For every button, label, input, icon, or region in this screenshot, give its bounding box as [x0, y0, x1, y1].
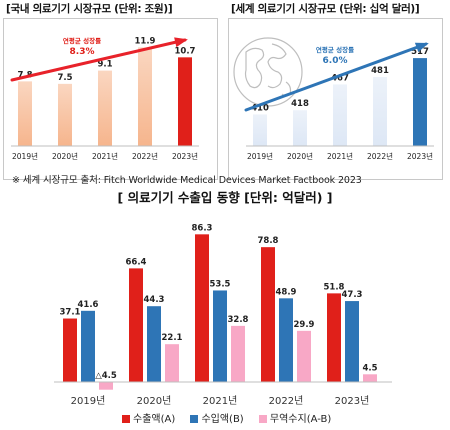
glb-value-label: 467: [331, 73, 349, 83]
glb-tick-label: 2022년: [367, 151, 393, 161]
trade-value-label: 44.3: [144, 295, 165, 305]
trade-bar: [261, 247, 275, 382]
trade-value-label: 41.6: [78, 300, 99, 310]
trade-value-label: △4.5: [95, 371, 117, 381]
legend-item-imports: 수입액(B): [190, 410, 244, 425]
trade-bar: [63, 318, 77, 382]
glb-annotation-label: 연평균 성장률: [316, 45, 354, 54]
glb-value-label: 481: [371, 66, 389, 76]
trade-value-label: 47.3: [342, 290, 363, 300]
trade-value-label: 78.8: [258, 236, 279, 246]
glb-bar: [293, 110, 307, 146]
trade-bar: [297, 330, 311, 382]
trade-bar: [213, 290, 227, 382]
trade-chart-legend: 수출액(A) 수입액(B) 무역수지(A-B): [122, 410, 343, 425]
trade-value-label: 66.4: [126, 257, 147, 267]
glb-bar: [373, 77, 387, 146]
trade-bar: [327, 293, 341, 382]
legend-item-balance: 무역수지(A-B): [258, 410, 332, 425]
dom-tick-label: 2020년: [52, 151, 78, 161]
domestic-chart-title: [국내 의료기기 시장규모 (단위: 조원)]: [6, 3, 173, 15]
global-chart-title: [세계 의료기기 시장규모 (단위: 십억 달러)]: [231, 3, 420, 15]
trade-value-label: 32.8: [228, 315, 249, 325]
dom-bar: [138, 47, 152, 146]
trade-bar: [195, 234, 209, 382]
glb-value-label: 418: [291, 99, 309, 109]
trade-value-label: 4.5: [362, 363, 377, 373]
legend-label-exports: 수출액(A): [133, 414, 176, 425]
glb-bar: [333, 84, 347, 146]
dom-bar: [178, 57, 192, 146]
legend-label-balance: 무역수지(A-B): [269, 414, 332, 425]
dom-tick-label: 2022년: [132, 151, 158, 161]
trade-bar: [165, 344, 179, 382]
globe-icon: [233, 37, 303, 107]
dom-tick-label: 2021년: [92, 151, 118, 161]
trade-bar: [363, 374, 377, 382]
dom-annotation-label: 연평균 성장률: [63, 36, 101, 45]
legend-swatch-imports: [190, 415, 199, 423]
trade-bar: [345, 301, 359, 382]
trade-tick-label: 2021년: [203, 395, 238, 407]
dom-tick-label: 2023년: [172, 151, 198, 161]
trade-bar: [279, 298, 293, 382]
dom-bar: [98, 70, 112, 146]
trade-tick-label: 2019년: [71, 395, 106, 407]
domestic-market-chart: 7.8 2019년 7.5 2020년 9.1 2021년 11.9 2022년 10.7 202…: [10, 36, 199, 161]
glb-tick-label: 2023년: [407, 151, 433, 161]
trade-value-label: 22.1: [162, 333, 183, 343]
trade-value-label: 53.5: [210, 279, 231, 289]
glb-growth-arrow: [244, 42, 428, 112]
legend-swatch-exports: [122, 415, 130, 423]
source-note: ※ 세계 시장규모 출처: Fitch Worldwide Medical De…: [12, 175, 362, 186]
glb-tick-label: 2021년: [327, 151, 353, 161]
dom-bar: [58, 83, 72, 146]
trade-tick-label: 2023년: [335, 395, 370, 407]
glb-arrow-head: [414, 42, 429, 53]
glb-bar: [413, 58, 427, 146]
dom-value-label: 10.7: [175, 46, 196, 56]
dom-arrow-head: [174, 37, 188, 48]
legend-label-imports: 수입액(B): [201, 414, 244, 425]
glb-annotation-value: 6.0%: [323, 56, 348, 66]
legend-item-exports: 수출액(A): [122, 410, 175, 425]
glb-bar: [253, 114, 267, 146]
dom-value-label: 11.9: [135, 36, 156, 46]
glb-tick-label: 2019년: [247, 151, 273, 161]
trade-chart-title: [ 의료기기 수출입 동향 [단위: 억달러) ]: [117, 190, 333, 205]
trade-bar: [147, 306, 161, 382]
dom-tick-label: 2019년: [12, 151, 38, 161]
trade-bar: [99, 382, 113, 390]
glb-value-label: 410: [251, 103, 269, 113]
dom-value-label: 7.5: [57, 73, 72, 83]
dom-annotation-value: 8.3%: [70, 47, 95, 57]
global-market-chart: 410 2019년 418 2020년 467 2021년 481 2022년 517 2023년…: [244, 42, 434, 161]
trade-value-label: 37.1: [60, 308, 81, 318]
trade-trend-chart: 37.141.6 △4.5 2019년 66.4 44.3 22.1 2020년 86.3 53…: [54, 223, 392, 407]
dom-bar: [18, 81, 32, 146]
trade-value-label: 51.8: [324, 282, 345, 292]
legend-swatch-balance: [258, 415, 267, 423]
trade-bar: [231, 325, 245, 382]
trade-value-label: 29.9: [294, 320, 315, 330]
dom-value-label: 9.1: [97, 60, 112, 70]
trade-tick-label: 2020년: [137, 395, 172, 407]
glb-value-label: 517: [411, 47, 429, 57]
trade-value-label: 48.9: [276, 287, 297, 297]
trade-tick-label: 2022년: [269, 395, 304, 407]
dom-growth-arrow: [10, 38, 187, 82]
trade-value-label: 86.3: [192, 223, 213, 233]
trade-bar: [81, 310, 95, 382]
dom-value-label: 7.8: [17, 70, 32, 80]
trade-bar: [129, 268, 143, 382]
glb-tick-label: 2020년: [287, 151, 313, 161]
